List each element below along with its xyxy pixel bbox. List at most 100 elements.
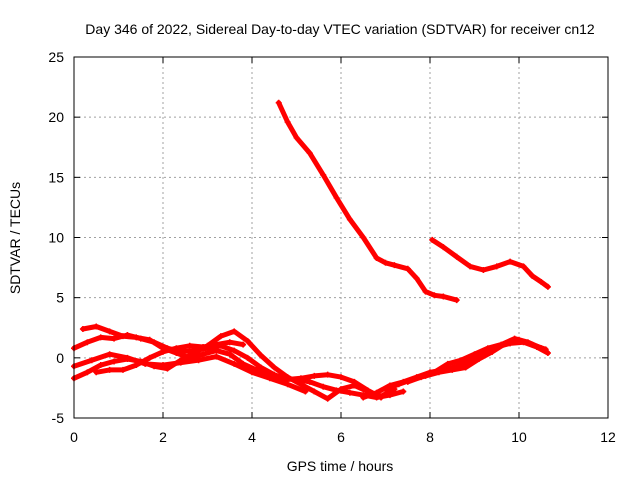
x-tick-label: 2	[159, 429, 167, 445]
data-point	[418, 374, 425, 381]
data-point	[244, 354, 251, 361]
x-axis-label: GPS time / hours	[287, 458, 394, 474]
data-point	[111, 335, 118, 342]
data-point	[226, 339, 233, 346]
data-point	[524, 339, 531, 346]
data-point	[422, 288, 429, 295]
data-point	[453, 253, 460, 260]
data-point	[257, 352, 264, 359]
data-point	[231, 328, 238, 335]
data-point	[173, 345, 180, 352]
data-point	[97, 362, 104, 369]
data-point	[395, 381, 402, 388]
data-point	[200, 344, 207, 351]
data-point	[231, 360, 238, 367]
x-tick-labels: 0 2 4 6 8 10 12	[70, 429, 616, 445]
data-point	[400, 388, 407, 395]
data-point	[146, 336, 153, 343]
data-point	[293, 134, 300, 141]
data-point	[93, 323, 100, 330]
data-point	[538, 345, 545, 352]
data-point	[97, 334, 104, 341]
data-point	[119, 366, 126, 373]
data-point	[217, 333, 224, 340]
data-point	[493, 263, 500, 270]
chart-title: Day 346 of 2022, Sidereal Day-to-day VTE…	[85, 21, 595, 37]
data-point	[542, 346, 549, 353]
data-point	[544, 350, 551, 357]
y-tick-label: -5	[52, 410, 65, 426]
data-point	[84, 339, 91, 346]
data-point	[498, 341, 505, 348]
data-point	[484, 345, 491, 352]
y-tick-label: 15	[48, 169, 64, 185]
data-point	[440, 293, 447, 300]
data-point	[306, 150, 313, 157]
data-point	[475, 356, 482, 363]
data-point	[413, 275, 420, 282]
data-point	[404, 265, 411, 272]
x-tick-label: 10	[511, 429, 527, 445]
data-point	[119, 333, 126, 340]
data-point	[240, 341, 247, 348]
data-point	[79, 325, 86, 332]
data-point	[306, 378, 313, 385]
data-point	[338, 386, 344, 393]
data-point	[360, 394, 367, 401]
y-tick-label: 20	[48, 109, 64, 125]
data-point	[507, 258, 514, 265]
data-point	[431, 292, 438, 299]
data-point	[373, 254, 380, 261]
data-point	[266, 375, 273, 382]
data-point	[133, 334, 140, 341]
data-point	[480, 266, 487, 273]
data-point	[88, 357, 95, 364]
data-point	[146, 354, 153, 361]
y-tick-label: 0	[56, 350, 64, 366]
data-point	[133, 362, 140, 369]
data-point	[529, 273, 536, 280]
y-tick-labels: -5 0 5 10 15 20 25	[48, 49, 64, 426]
x-tick-label: 0	[70, 429, 78, 445]
data-point	[449, 366, 456, 373]
x-tick-label: 4	[248, 429, 256, 445]
y-axis-label: SDTVAR / TECUs	[7, 182, 23, 294]
y-tick-label: 25	[48, 49, 64, 65]
data-point	[124, 354, 131, 361]
data-point	[106, 366, 113, 373]
data-point	[360, 234, 367, 241]
data-point	[84, 369, 91, 376]
data-point	[284, 381, 291, 388]
data-point	[284, 374, 291, 381]
data-point	[544, 283, 551, 290]
data-point	[453, 297, 460, 304]
data-point	[191, 350, 198, 357]
data-point	[200, 351, 207, 358]
data-point	[346, 389, 353, 396]
data-point	[333, 194, 340, 201]
data-point	[320, 383, 327, 390]
data-point	[160, 362, 166, 369]
data-point	[302, 388, 309, 395]
data-point	[177, 359, 184, 366]
data-point	[404, 378, 411, 385]
data-point	[213, 341, 220, 348]
data-point	[429, 236, 436, 243]
data-point	[213, 347, 220, 354]
data-point	[284, 118, 291, 125]
data-point	[297, 381, 304, 388]
data-point	[311, 388, 318, 395]
data-point	[351, 382, 358, 389]
data-point	[93, 369, 100, 376]
data-point	[160, 348, 166, 355]
data-point	[520, 263, 527, 270]
data-point	[382, 259, 389, 266]
grid	[74, 57, 608, 418]
data-point	[186, 342, 193, 349]
data-point	[275, 99, 282, 106]
data-point	[226, 351, 233, 358]
y-tick-label: 5	[56, 290, 64, 306]
data-point	[471, 351, 478, 358]
data-point	[458, 357, 465, 364]
data-point	[467, 263, 474, 270]
